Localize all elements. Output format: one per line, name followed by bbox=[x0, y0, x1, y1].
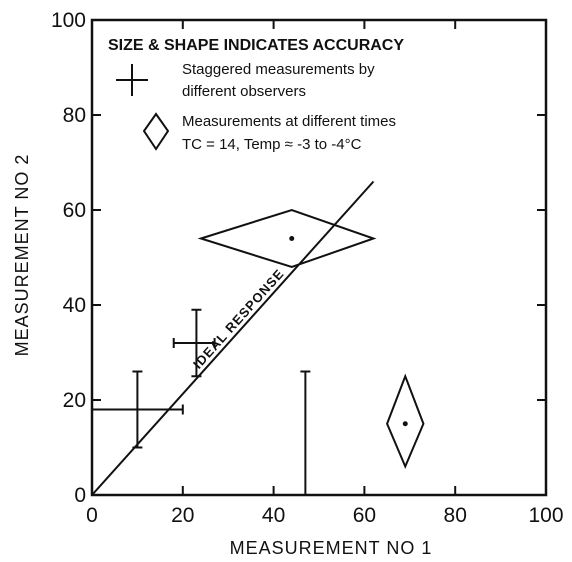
y-tick-label: 20 bbox=[63, 389, 86, 412]
x-tick-label: 20 bbox=[171, 504, 194, 527]
legend-diamond-line1: Measurements at different times bbox=[182, 113, 396, 130]
error-cross bbox=[300, 370, 311, 495]
accuracy-diamond bbox=[386, 373, 425, 470]
diamond-outline bbox=[197, 208, 377, 269]
legend-diamond-line2: TC = 14, Temp ≈ -3 to -4°C bbox=[182, 136, 362, 153]
error-cross bbox=[91, 370, 184, 449]
y-tick-label: 80 bbox=[63, 104, 86, 127]
y-tick-label: 60 bbox=[63, 199, 86, 222]
data-marks bbox=[91, 208, 425, 495]
ticks: 0 20 40 60 80 100 0 20 40 60 80 100 bbox=[51, 9, 564, 527]
error-cross bbox=[172, 308, 216, 378]
legend-diamond-symbol bbox=[142, 112, 170, 151]
legend-cross-symbol bbox=[116, 64, 148, 96]
y-tick-label: 0 bbox=[74, 484, 86, 507]
accuracy-diamond bbox=[197, 208, 377, 269]
x-tick-label: 100 bbox=[528, 504, 563, 527]
x-tick-label: 40 bbox=[262, 504, 285, 527]
legend-cross-line1: Staggered measurements by bbox=[182, 61, 375, 78]
x-tick-label: 80 bbox=[444, 504, 467, 527]
legend: SIZE & SHAPE INDICATES ACCURACY Staggere… bbox=[108, 37, 404, 153]
x-axis-title: MEASUREMENT NO 1 bbox=[230, 538, 433, 558]
ideal-response-line bbox=[91, 180, 375, 496]
x-tick-label: 60 bbox=[353, 504, 376, 527]
y-axis-title: MEASUREMENT NO 2 bbox=[12, 154, 32, 357]
y-tick-label: 40 bbox=[63, 294, 86, 317]
diamond-center-point bbox=[402, 421, 408, 427]
y-tick-label: 100 bbox=[51, 9, 86, 32]
x-tick-label: 0 bbox=[86, 504, 98, 527]
legend-cross-line2: different observers bbox=[182, 83, 306, 100]
plot-frame bbox=[90, 18, 548, 497]
plot-area: 0 20 40 60 80 100 0 20 40 60 80 100 IDEAL RESPONSE bbox=[51, 9, 564, 527]
ideal-response-label: IDEAL RESPONSE bbox=[190, 266, 287, 372]
diamond-center-point bbox=[289, 236, 295, 241]
legend-title: SIZE & SHAPE INDICATES ACCURACY bbox=[108, 37, 404, 54]
diamond-outline bbox=[386, 373, 425, 470]
